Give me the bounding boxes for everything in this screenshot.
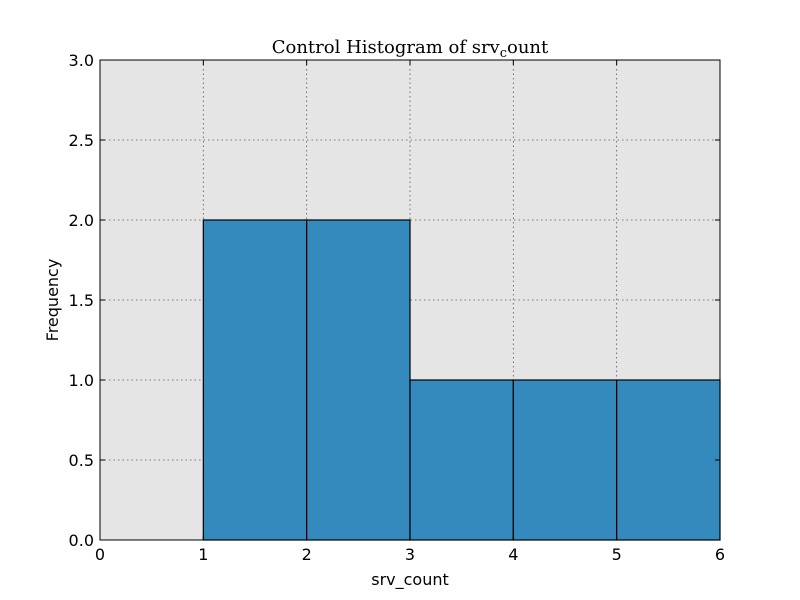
x-tick-label: 5 [612, 545, 622, 564]
bar-layer [202, 219, 721, 541]
tick-layer: 0 1 2 3 4 5 6 0.0 0.5 1.0 1.5 2.0 2.5 3.0 [69, 51, 726, 564]
x-tick-label: 3 [405, 545, 415, 564]
histogram-bar [306, 219, 411, 541]
y-tick-label: 3.0 [69, 51, 94, 70]
histogram-bar [409, 379, 514, 541]
x-tick-label: 1 [198, 545, 208, 564]
x-tick-label: 6 [715, 545, 725, 564]
y-tick-label: 2.5 [69, 131, 94, 150]
chart-title-main: Control Histogram of srv [272, 37, 501, 58]
x-tick-label: 4 [508, 545, 518, 564]
y-tick-label: 0.0 [69, 531, 94, 550]
x-axis-label: srv_count [371, 570, 449, 590]
chart-title-tail: ount [507, 37, 549, 58]
y-tick-label: 1.5 [69, 291, 94, 310]
y-tick-label: 2.0 [69, 211, 94, 230]
y-axis-label: Frequency [43, 259, 62, 342]
x-tick-label: 0 [95, 545, 105, 564]
y-tick-label: 1.0 [69, 371, 94, 390]
x-tick-label: 2 [302, 545, 312, 564]
y-tick-label: 0.5 [69, 451, 94, 470]
histogram-bar [202, 219, 308, 541]
histogram-bar [512, 379, 618, 541]
chart-title: Control Histogram of srvcount [272, 37, 549, 61]
chart-title-sub: c [500, 46, 507, 61]
histogram-bar [616, 379, 721, 541]
